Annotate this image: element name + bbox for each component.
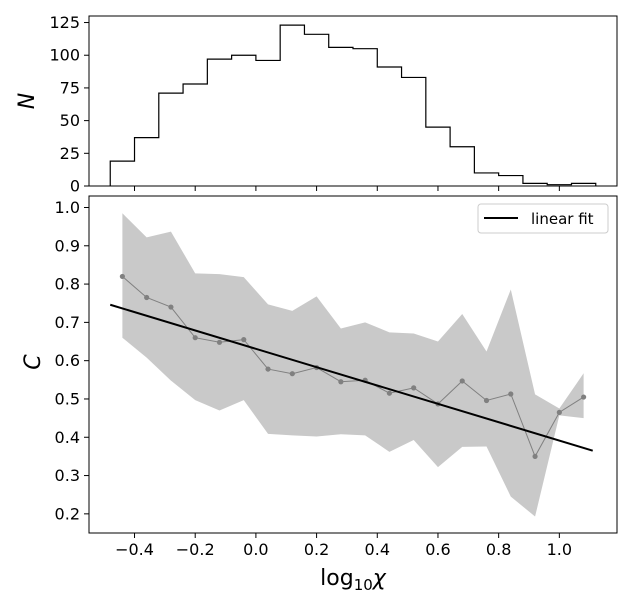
main-x-tick-label: −0.2 <box>176 540 215 559</box>
main-y-tick-label: 0.2 <box>55 504 80 523</box>
legend-label-linear-fit: linear fit <box>531 210 594 228</box>
main-plot-frame <box>88 195 618 534</box>
data-point <box>411 385 417 391</box>
histogram-y-tick-label: 50 <box>60 111 80 130</box>
histogram-step-outline <box>109 24 597 186</box>
histogram-y-tick-label: 75 <box>60 78 80 97</box>
main-y-tick-label: 0.9 <box>55 236 80 255</box>
histogram-panel: 0 25 50 75 100 125 N <box>15 13 618 196</box>
linear-fit-line <box>109 303 594 452</box>
main-y-tick-label: 0.7 <box>55 313 80 332</box>
main-x-tick-label: 0.4 <box>365 540 390 559</box>
histogram-y-tick-label: 100 <box>49 46 80 65</box>
data-point <box>338 379 344 385</box>
main-x-axis-label: log10χ <box>320 566 387 594</box>
main-y-tick-label: 1.0 <box>55 198 80 217</box>
data-point <box>581 394 587 400</box>
legend-box <box>477 203 609 234</box>
legend: linear fit <box>477 203 609 234</box>
main-x-tick-label: 0.6 <box>425 540 450 559</box>
histogram-y-tick-label: 125 <box>49 13 80 32</box>
data-point <box>119 273 125 280</box>
data-point <box>532 453 538 460</box>
data-point <box>168 304 174 310</box>
histogram-y-tick-label: 0 <box>70 177 80 196</box>
data-point <box>241 337 247 343</box>
main-y-tick-label: 0.5 <box>55 389 80 408</box>
main-y-tick-label: 0.3 <box>55 466 80 485</box>
data-point <box>556 409 562 415</box>
data-point <box>483 397 490 404</box>
main-x-tick-label: −0.4 <box>115 540 154 559</box>
data-point <box>144 294 150 301</box>
data-point <box>459 378 465 384</box>
data-point <box>289 371 295 377</box>
data-series-line <box>122 276 584 458</box>
confidence-band <box>122 213 584 517</box>
histogram-y-axis-label: N <box>15 93 40 109</box>
correlation-panel: 0.2 0.3 0.4 0.5 0.6 0.7 0.8 0.9 1.0 −0.4 −0.2 0.0 0… <box>21 195 618 594</box>
histogram-plot-frame <box>88 15 618 187</box>
data-point <box>192 335 198 341</box>
main-y-tick-label: 0.6 <box>55 351 80 370</box>
histogram-y-tick-label: 25 <box>60 144 80 163</box>
main-x-tick-label: 1.0 <box>547 540 572 559</box>
data-point <box>508 391 514 397</box>
main-x-tick-label: 0.2 <box>304 540 329 559</box>
main-y-axis-label: C <box>21 354 46 370</box>
data-point <box>216 339 223 345</box>
main-x-tick-label: 0.0 <box>243 540 268 559</box>
main-y-tick-label: 0.8 <box>55 275 80 294</box>
main-y-tick-label: 0.4 <box>55 428 80 447</box>
data-point <box>386 390 393 396</box>
main-x-tick-label: 0.8 <box>486 540 511 559</box>
data-point <box>265 366 271 372</box>
